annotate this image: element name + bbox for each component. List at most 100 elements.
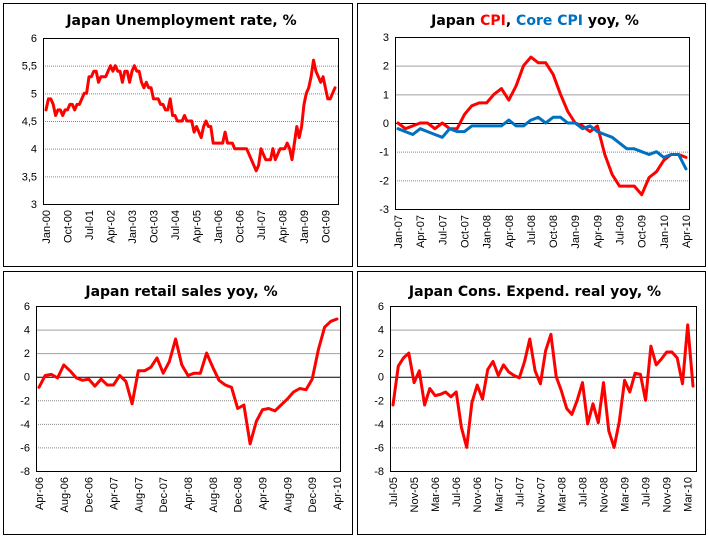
x-tick-label: Jul-01 — [84, 210, 96, 240]
x-tick-label: Nov-06 — [472, 477, 484, 512]
x-tick-label: Oct-09 — [320, 210, 332, 243]
chart-title-part: Japan — [430, 13, 480, 29]
x-tick-label: Oct-06 — [234, 210, 246, 243]
chart-4: Japan Cons. Expend. real yoy, % -8 -6 -4 -2 0… — [357, 271, 706, 535]
plot-area — [43, 38, 339, 205]
x-tick-label: Jul-09 — [615, 215, 627, 245]
y-tick-label: 4 — [24, 325, 30, 337]
x-tick-label: Jul-06 — [451, 477, 463, 507]
y-tick-label: 6 — [24, 301, 30, 313]
chart-panel — [357, 271, 706, 535]
x-tick-label: Oct-03 — [148, 210, 160, 243]
y-tick-label: -1 — [379, 147, 389, 159]
y-tick-label: 4 — [378, 325, 384, 337]
chart-title-part: yoy, % — [583, 13, 639, 29]
x-tick-label: Jan-09 — [570, 215, 582, 249]
x-tick-label: Apr-10 — [681, 215, 693, 248]
x-tick-label: Dec-08 — [233, 477, 245, 512]
y-tick-label: 3,5 — [22, 171, 37, 183]
y-tick-label: -6 — [20, 442, 30, 454]
x-tick-label: Jul-07 — [514, 477, 526, 507]
chart-1: Japan Unemployment rate, % 3 3,5 4 4,5 5 5,5 6 J… — [3, 3, 353, 267]
x-tick-label: Apr-08 — [504, 215, 516, 248]
y-tick-label: 0 — [24, 372, 30, 384]
x-tick-label: Nov-05 — [409, 477, 421, 512]
x-tick-label: Apr-07 — [415, 215, 427, 248]
x-tick-label: Apr-10 — [332, 477, 344, 510]
x-tick-label: Jul-04 — [170, 210, 182, 240]
chart-panel — [3, 271, 353, 535]
y-tick-label: 4,5 — [22, 116, 37, 128]
y-tick-label: -8 — [374, 466, 384, 478]
y-tick-label: 3 — [383, 32, 389, 44]
chart-title-part: Japan retail sales yoy, % — [84, 284, 277, 300]
x-tick-label: Apr-05 — [191, 210, 203, 243]
y-tick-label: -3 — [379, 204, 389, 216]
chart-title-part: Core CPI — [516, 13, 583, 29]
x-tick-label: Jan-08 — [482, 215, 494, 249]
chart-panel — [357, 3, 706, 267]
x-tick-label: Jul-08 — [526, 215, 538, 245]
y-tick-label: 4 — [31, 144, 37, 156]
y-tick-label: -4 — [374, 419, 384, 431]
x-tick-label: Apr-08 — [277, 210, 289, 243]
chart-title-part: Japan Unemployment rate, % — [65, 13, 296, 29]
x-tick-label: Mar-08 — [556, 477, 568, 512]
x-tick-label: Nov-09 — [662, 477, 674, 512]
y-tick-label: 0 — [383, 118, 389, 130]
x-tick-label: Aug-08 — [208, 477, 220, 512]
y-tick-label: -2 — [20, 395, 30, 407]
x-tick-label: Jan-10 — [659, 215, 671, 249]
y-tick-label: 6 — [378, 301, 384, 313]
x-tick-label: Dec-07 — [158, 477, 170, 512]
y-tick-label: -6 — [374, 442, 384, 454]
chart-title-part: , — [506, 13, 516, 29]
y-tick-label: -2 — [379, 175, 389, 187]
x-tick-label: Mar-06 — [430, 477, 442, 512]
chart-title-part: CPI — [480, 13, 506, 29]
x-tick-label: Jul-08 — [577, 477, 589, 507]
x-tick-label: Dec-09 — [307, 477, 319, 512]
x-tick-label: Dec-06 — [84, 477, 96, 512]
x-tick-label: Jan-00 — [41, 210, 53, 244]
x-tick-label: Mar-07 — [493, 477, 505, 512]
x-tick-label: Aug-06 — [59, 477, 71, 512]
chart-title: Japan CPI, Core CPI yoy, % — [430, 13, 639, 29]
x-tick-label: Apr-08 — [183, 477, 195, 510]
chart-title: Japan Unemployment rate, % — [65, 13, 296, 29]
x-tick-label: Aug-07 — [133, 477, 145, 512]
x-tick-label: Apr-06 — [34, 477, 46, 510]
x-tick-label: Jan-07 — [393, 215, 405, 249]
y-tick-label: 6 — [31, 33, 37, 45]
x-tick-label: Oct-09 — [637, 215, 649, 248]
plot-area — [390, 306, 697, 472]
y-tick-label: -4 — [20, 419, 30, 431]
series-line-cpi — [396, 55, 688, 197]
y-tick-label: 0 — [378, 372, 384, 384]
y-tick-label: 2 — [383, 61, 389, 73]
x-tick-label: Apr-09 — [592, 215, 604, 248]
x-tick-label: Jul-07 — [256, 210, 268, 240]
x-tick-label: Oct-00 — [62, 210, 74, 243]
x-tick-label: Mar-10 — [683, 477, 695, 512]
x-tick-label: Jul-07 — [437, 215, 449, 245]
series-line-unemployment-rate — [44, 58, 337, 173]
series-line-core-cpi — [396, 115, 688, 171]
y-tick-label: 2 — [378, 348, 384, 360]
y-tick-label: -8 — [20, 466, 30, 478]
chart-2: Japan CPI, Core CPI yoy, % -3 -2 -1 0 1 2 3 Jan-… — [357, 3, 706, 267]
chart-title: Japan Cons. Expend. real yoy, % — [408, 284, 661, 300]
chart-3: Japan retail sales yoy, % -8 -6 -4 -2 0 2 4 6 Apr… — [3, 271, 353, 535]
x-tick-label: Jul-05 — [388, 477, 400, 507]
y-tick-label: 3 — [31, 199, 37, 211]
x-tick-label: Nov-08 — [599, 477, 611, 512]
chart-title-part: Japan Cons. Expend. real yoy, % — [408, 284, 661, 300]
y-tick-label: 5 — [31, 88, 37, 100]
x-tick-label: Jan-03 — [127, 210, 139, 244]
x-tick-label: Apr-02 — [105, 210, 117, 243]
x-tick-label: Jul-09 — [641, 477, 653, 507]
chart-title: Japan retail sales yoy, % — [84, 284, 277, 300]
x-tick-label: Nov-07 — [535, 477, 547, 512]
y-tick-label: -2 — [374, 395, 384, 407]
